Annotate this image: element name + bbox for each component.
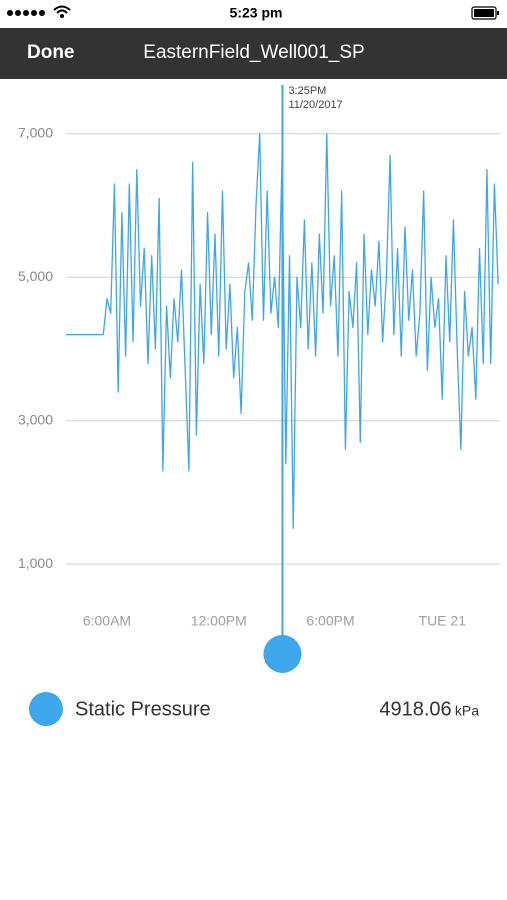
cursor-unit: kPa	[455, 703, 479, 719]
signal-icon	[7, 10, 45, 16]
y-tick-label: 5,000	[18, 268, 53, 284]
cursor-handle[interactable]	[263, 635, 302, 673]
y-tick-label: 1,000	[18, 555, 53, 571]
cursor-date: 11/20/2017	[288, 99, 342, 111]
battery-icon	[471, 6, 497, 20]
cursor-value: 4918.06	[379, 698, 451, 720]
y-tick-label: 7,000	[18, 124, 53, 140]
cursor-time: 3:25PM	[288, 85, 326, 97]
wifi-icon	[53, 5, 71, 14]
data-line	[66, 133, 499, 529]
x-tick-label: 12:00PM	[191, 613, 247, 629]
nav-title: EasternField_Well001_SP	[143, 42, 364, 63]
chart: 1,000 3,000 5,000 7,000 6:00AM 12:00PM 6:00PM T…	[18, 85, 500, 726]
y-tick-label: 3,000	[18, 411, 53, 427]
status-bar	[0, 0, 507, 28]
legend-label: Static Pressure	[75, 698, 211, 720]
x-tick-label: TUE 21	[419, 613, 467, 629]
wifi-icon-dot	[60, 14, 64, 18]
battery-level	[474, 9, 494, 17]
legend-swatch	[29, 692, 63, 726]
done-button[interactable]: Done	[27, 42, 75, 63]
battery-tip	[497, 11, 499, 15]
x-tick-label: 6:00PM	[306, 613, 354, 629]
nav-bar	[0, 28, 507, 79]
status-time: 5:23 pm	[230, 5, 283, 21]
x-tick-label: 6:00AM	[83, 613, 131, 629]
